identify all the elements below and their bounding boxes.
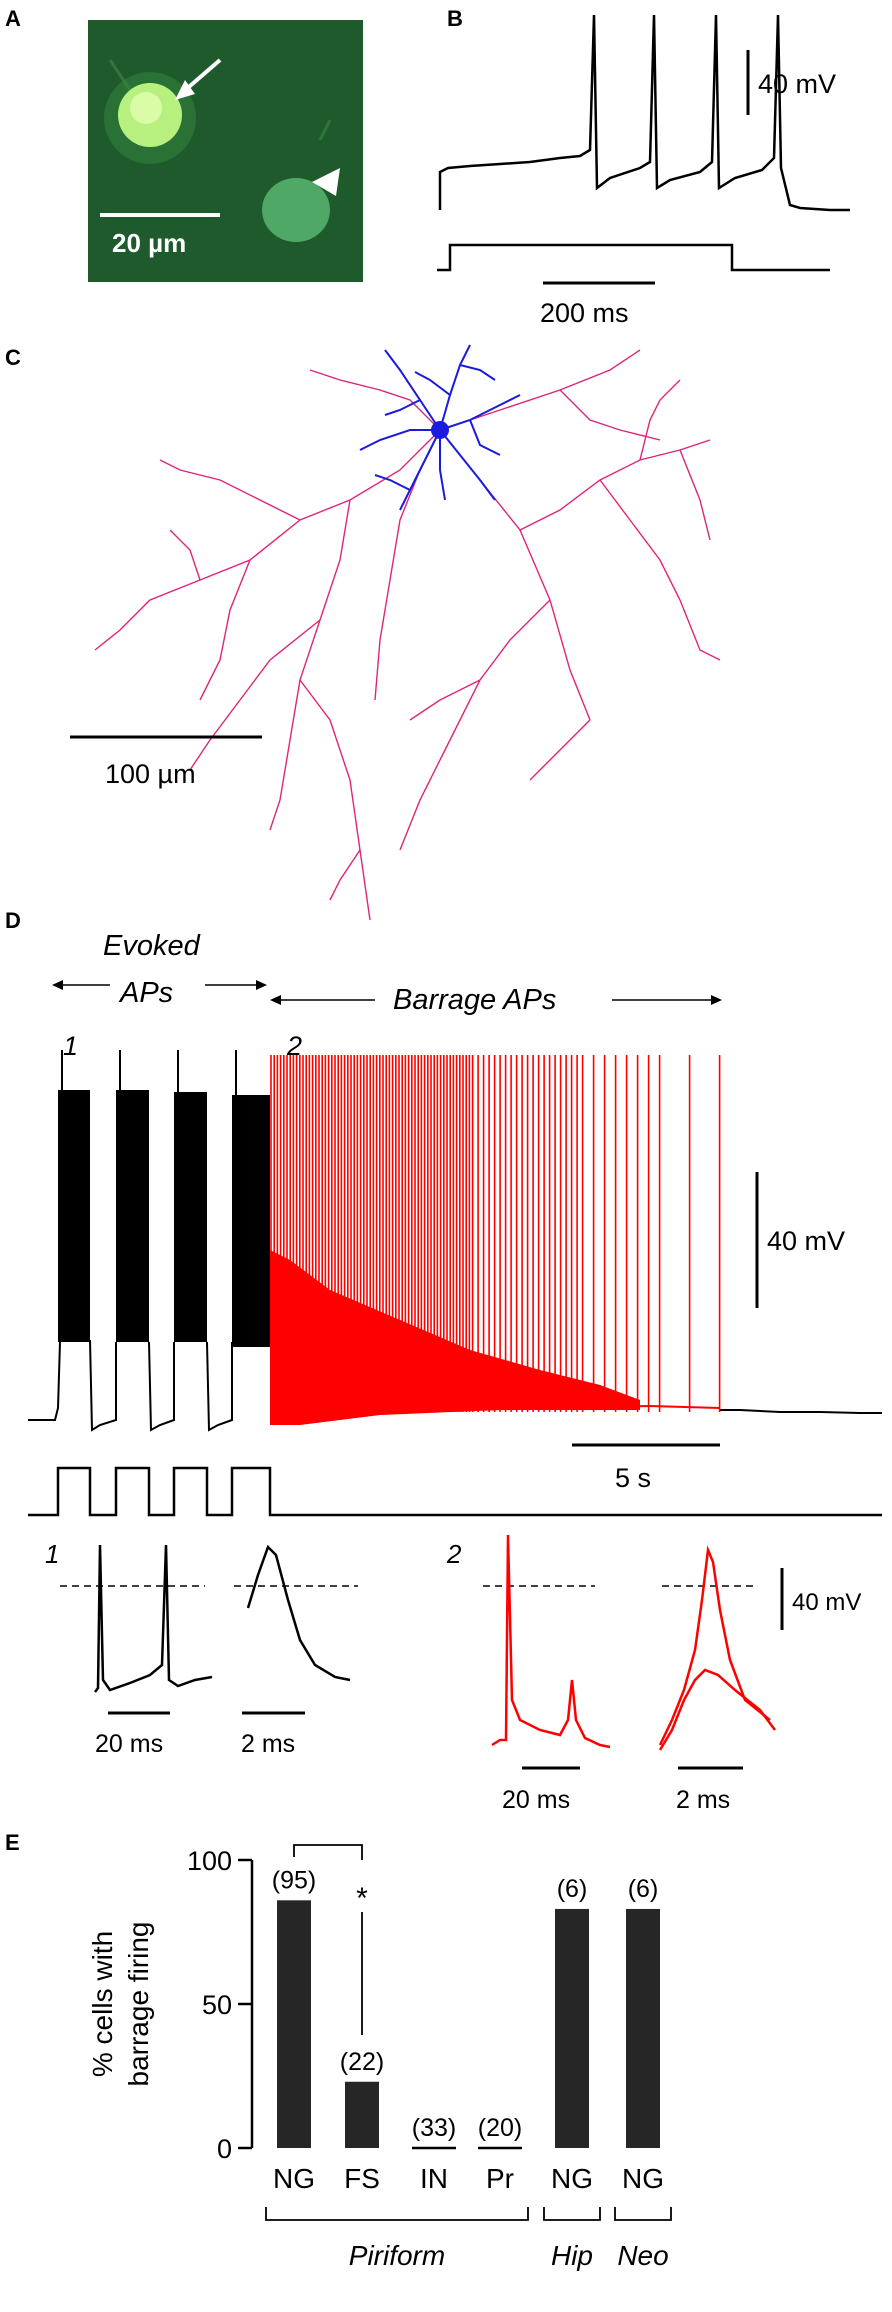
- scale-bar-a-label: 20 µm: [112, 228, 186, 258]
- category-label: Pr: [486, 2163, 514, 2194]
- barrage-label: Barrage APs: [393, 984, 556, 1016]
- panel-b: B 40 mV 200 ms: [437, 6, 850, 328]
- y-axis-label: % cells with: [87, 1931, 118, 2077]
- group-bracket: [265, 2207, 529, 2221]
- bar: [626, 1908, 660, 2148]
- soma: [431, 421, 449, 439]
- panel-e: E 0 50 100 % cells with barrage firing (95) NG…: [5, 1830, 672, 2271]
- inset-1-trace-fast: [246, 1544, 351, 1682]
- inset-2-time-label-a: 20 ms: [502, 1786, 570, 1814]
- category-label: FS: [344, 2163, 380, 2194]
- axon-arbor: [94, 349, 721, 921]
- significance-bracket: [293, 1844, 363, 2035]
- bar: [277, 1900, 311, 2148]
- n-label: (6): [557, 1875, 588, 1903]
- inset-1-time-label-a: 20 ms: [95, 1730, 163, 1758]
- evoked-label-line1: Evoked: [103, 930, 201, 962]
- n-label: (22): [340, 2048, 384, 2076]
- significance-marker: *: [356, 1882, 368, 1915]
- inset-2-trace-fast-a: [658, 1545, 771, 1746]
- current-step-trace: [437, 243, 830, 272]
- scale-bar-c-label: 100 µm: [105, 759, 196, 789]
- barrage-range-arrow: [270, 995, 722, 1005]
- bar: [345, 2081, 379, 2148]
- group-label: Neo: [617, 2240, 668, 2271]
- n-label: (33): [412, 2114, 456, 2142]
- dim-cell: [262, 178, 330, 242]
- voltage-scale-label-b: 40 mV: [758, 69, 836, 99]
- bar: [555, 1908, 589, 2148]
- inset-voltage-scale-label: 40 mV: [792, 1589, 861, 1616]
- n-label: (20): [478, 2114, 522, 2142]
- category-label: NG: [551, 2163, 593, 2194]
- category-label: NG: [622, 2163, 664, 2194]
- panel-c: C: [5, 344, 721, 921]
- category-label: NG: [273, 2163, 315, 2194]
- evoked-trace: [28, 1050, 882, 1432]
- y-tick-label: 100: [187, 1846, 232, 1876]
- evoked-label-line2: APs: [118, 977, 173, 1009]
- dendrite-arbor: [359, 344, 521, 511]
- category-label: IN: [420, 2163, 448, 2194]
- voltage-scale-label-d: 40 mV: [767, 1226, 845, 1256]
- y-tick-label: 50: [202, 1990, 232, 2020]
- panel-label-b: B: [447, 6, 463, 31]
- y-axis-label: barrage firing: [123, 1922, 154, 2087]
- group-bracket: [543, 2207, 601, 2221]
- n-label: (6): [628, 1875, 659, 1903]
- stimulus-protocol-trace: [28, 1466, 882, 1517]
- time-scale-label-b: 200 ms: [540, 298, 629, 328]
- segment-2-label: 2: [286, 1031, 302, 1061]
- arrowhead-icon: [312, 168, 340, 196]
- inset-1-time-label-b: 2 ms: [241, 1730, 295, 1758]
- inset-2-trace-fast-b: [658, 1668, 776, 1751]
- inset-1-trace-slow: [94, 1544, 213, 1693]
- group-label: Piriform: [349, 2240, 445, 2271]
- inset-2-label: 2: [446, 1539, 462, 1569]
- membrane-voltage-trace: [438, 14, 850, 212]
- inset-2-time-label-b: 2 ms: [676, 1786, 730, 1814]
- panel-a: A 20 µm: [5, 6, 363, 282]
- inset-2-trace-slow: [491, 1534, 611, 1749]
- barrage-trace: [269, 1055, 721, 1425]
- y-tick-label: 0: [217, 2134, 232, 2164]
- evoked-range-arrow: [52, 980, 267, 990]
- n-label: (95): [272, 1866, 316, 1894]
- time-scale-label-d: 5 s: [615, 1463, 651, 1493]
- barrage-bar-chart: 0 50 100 % cells with barrage firing (95) NG (2…: [87, 1844, 672, 2271]
- arrow-icon: [175, 58, 222, 100]
- inset-1-label: 1: [45, 1539, 59, 1569]
- panel-label-c: C: [5, 345, 21, 370]
- panel-label-d: D: [5, 908, 21, 933]
- panel-d: D Evoked APs Barrage APs 1 2: [5, 908, 882, 1814]
- group-label: Hip: [551, 2240, 593, 2271]
- segment-1-label: 1: [63, 1031, 78, 1061]
- panel-label-a: A: [5, 6, 21, 31]
- group-bracket: [614, 2207, 672, 2221]
- panel-label-e: E: [5, 1830, 20, 1855]
